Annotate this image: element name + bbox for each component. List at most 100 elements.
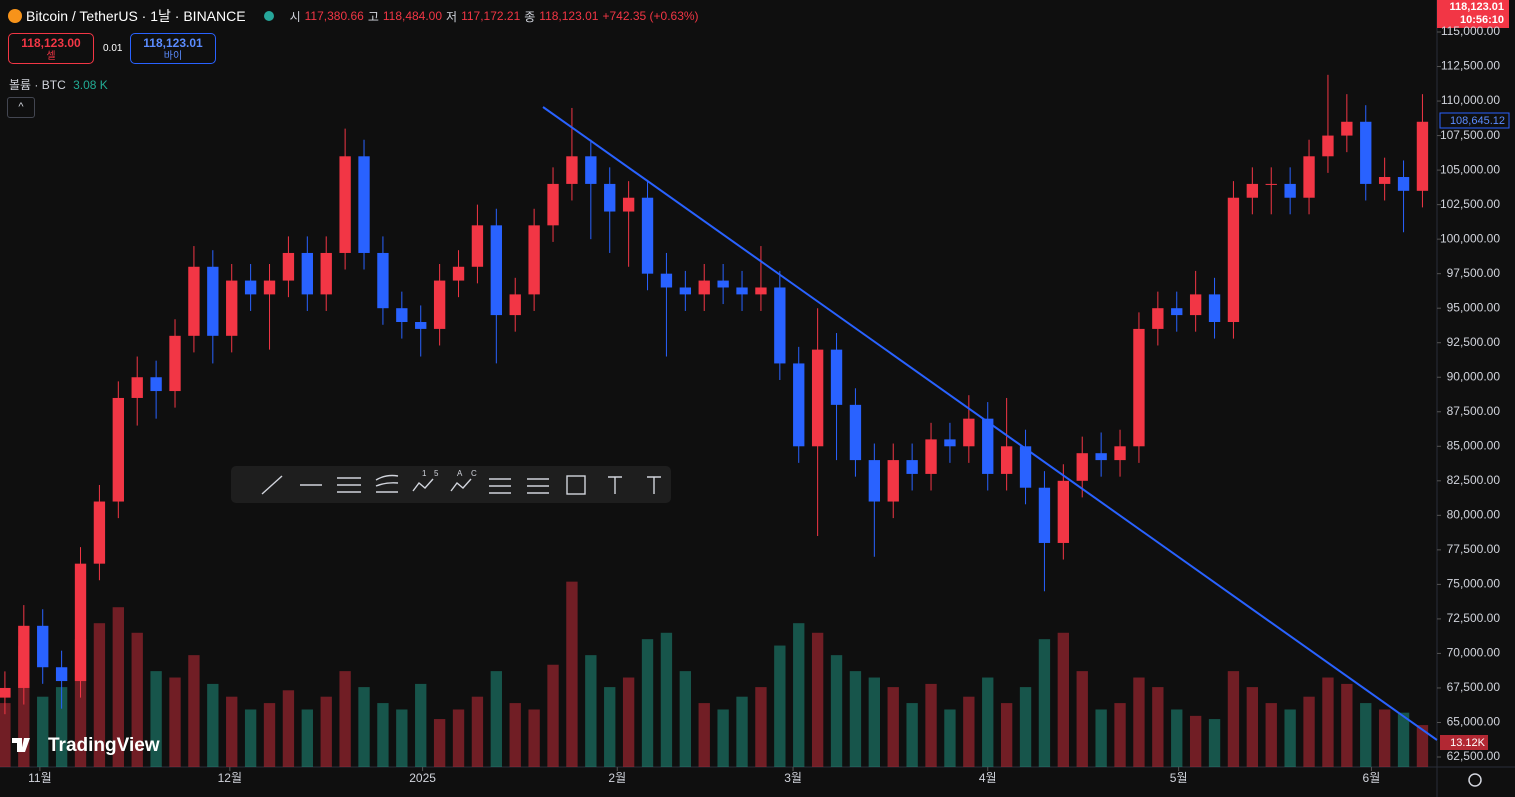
candle-body — [925, 439, 937, 474]
tool-trend[interactable] — [261, 475, 283, 495]
volume-bar — [849, 671, 862, 767]
logo-text: TradingView — [48, 735, 160, 756]
volume-bar — [377, 703, 389, 767]
volume-bar — [887, 687, 899, 767]
volume-bar — [868, 677, 881, 767]
buy-label: 바이 — [163, 51, 183, 62]
candle-body — [585, 156, 597, 184]
ohlc-label: 종 — [524, 9, 536, 24]
volume-bar — [490, 671, 502, 767]
volume-bar — [55, 687, 68, 767]
volume-legend-label: 볼륨 · BTC — [9, 78, 66, 92]
y-tick-label: 85,000.00 — [1447, 438, 1501, 452]
volume-bar — [1133, 677, 1145, 767]
volume-bar — [1227, 671, 1240, 767]
volume-tag-text: 13.12K — [1450, 737, 1486, 749]
candle-body — [131, 377, 143, 398]
volume-bar — [131, 632, 143, 767]
volume-bar — [301, 709, 313, 767]
settings-icon[interactable] — [1468, 773, 1482, 787]
symbol[interactable]: Bitcoin / TetherUS · 1날 · BINANCE — [26, 8, 246, 24]
tool-fib[interactable] — [412, 478, 434, 492]
candle-body — [1057, 480, 1070, 543]
volume-tag — [1440, 735, 1488, 750]
volume-legend: 볼륨 · BTC 3.08 K — [9, 76, 108, 93]
volume-bar — [679, 671, 691, 767]
candle-body — [1019, 446, 1032, 488]
candle-body — [1208, 294, 1221, 323]
collapse-button[interactable]: ^ — [7, 97, 35, 118]
last-price: 118,123.01 — [1450, 1, 1504, 13]
volume-bar — [1397, 712, 1410, 767]
y-tick-label: 92,500.00 — [1447, 335, 1501, 349]
candle-body — [906, 460, 918, 474]
candle-body — [849, 404, 862, 461]
volume-bar — [1114, 703, 1126, 767]
volume-bar — [660, 632, 673, 767]
volume-bar — [358, 687, 370, 767]
y-tick-label: 67,500.00 — [1447, 680, 1501, 694]
y-tick-label: 72,500.00 — [1447, 611, 1501, 625]
y-tick-label: 105,000.00 — [1440, 162, 1500, 176]
candle-body — [528, 225, 540, 295]
candle-body — [1189, 294, 1202, 316]
volume-bar — [282, 690, 295, 767]
volume-bar — [339, 671, 351, 767]
candle-body — [755, 287, 767, 295]
tool-rect[interactable] — [566, 475, 586, 495]
y-tick-label: 115,000.00 — [1441, 24, 1500, 38]
volume-bar — [1038, 639, 1051, 767]
tool-parallel[interactable] — [337, 477, 361, 493]
candle-body — [566, 156, 578, 184]
y-tick-label: 77,500.00 — [1447, 542, 1501, 556]
buy-button[interactable]: 118,123.01 바이 — [130, 33, 216, 64]
candle-body — [377, 252, 389, 309]
y-tick-label: 80,000.00 — [1447, 508, 1501, 522]
candle-body — [150, 377, 162, 392]
volume-bar — [37, 696, 49, 767]
logo: TradingView — [12, 735, 160, 756]
tool-forecast[interactable] — [527, 478, 549, 494]
y-tick-label: 107,500.00 — [1440, 128, 1500, 142]
candle-body — [396, 308, 408, 323]
tool-range[interactable] — [489, 478, 511, 494]
volume-bar — [1246, 687, 1259, 767]
volume-bar — [906, 703, 918, 767]
x-tick-label: 3월 — [784, 771, 802, 785]
candle-body — [1284, 183, 1296, 198]
candle-body — [93, 501, 106, 564]
tool-abc[interactable] — [450, 478, 472, 492]
candle-body — [1416, 121, 1429, 191]
countdown: 10:56:10 — [1460, 14, 1504, 26]
tool-pitchfork[interactable] — [375, 474, 399, 493]
candle-body — [1303, 156, 1315, 198]
tool-anchor-text[interactable] — [647, 476, 661, 494]
volume-bar — [963, 696, 975, 767]
sell-button[interactable]: 118,123.00 셀 — [8, 33, 94, 64]
volume-bar — [1000, 703, 1013, 767]
candle-body — [207, 266, 219, 336]
volume-bar — [830, 655, 843, 767]
sell-label: 셀 — [46, 51, 56, 62]
ohlc-value: 118,484.00 — [382, 9, 443, 23]
volume-bar — [1265, 703, 1277, 767]
volume-bar — [622, 677, 635, 767]
volume-bar — [471, 696, 484, 767]
volume-bar — [528, 709, 540, 767]
status-dot — [263, 11, 274, 21]
candle-body — [547, 183, 559, 226]
candle-body — [112, 397, 124, 502]
candle-body — [452, 266, 465, 281]
ohlc-value: 118,123.01 — [539, 9, 599, 23]
tool-text[interactable] — [608, 476, 622, 494]
candle-body — [320, 252, 332, 295]
candle-body — [1246, 183, 1259, 198]
buy-price: 118,123.01 — [143, 36, 203, 50]
trend-line[interactable] — [542, 106, 1438, 741]
volume-bar — [188, 655, 200, 767]
candle-body — [415, 322, 427, 329]
volume-bar — [244, 709, 257, 767]
volume-bar — [811, 632, 824, 767]
y-tick-label: 87,500.00 — [1447, 404, 1501, 418]
candle-body — [263, 280, 276, 295]
